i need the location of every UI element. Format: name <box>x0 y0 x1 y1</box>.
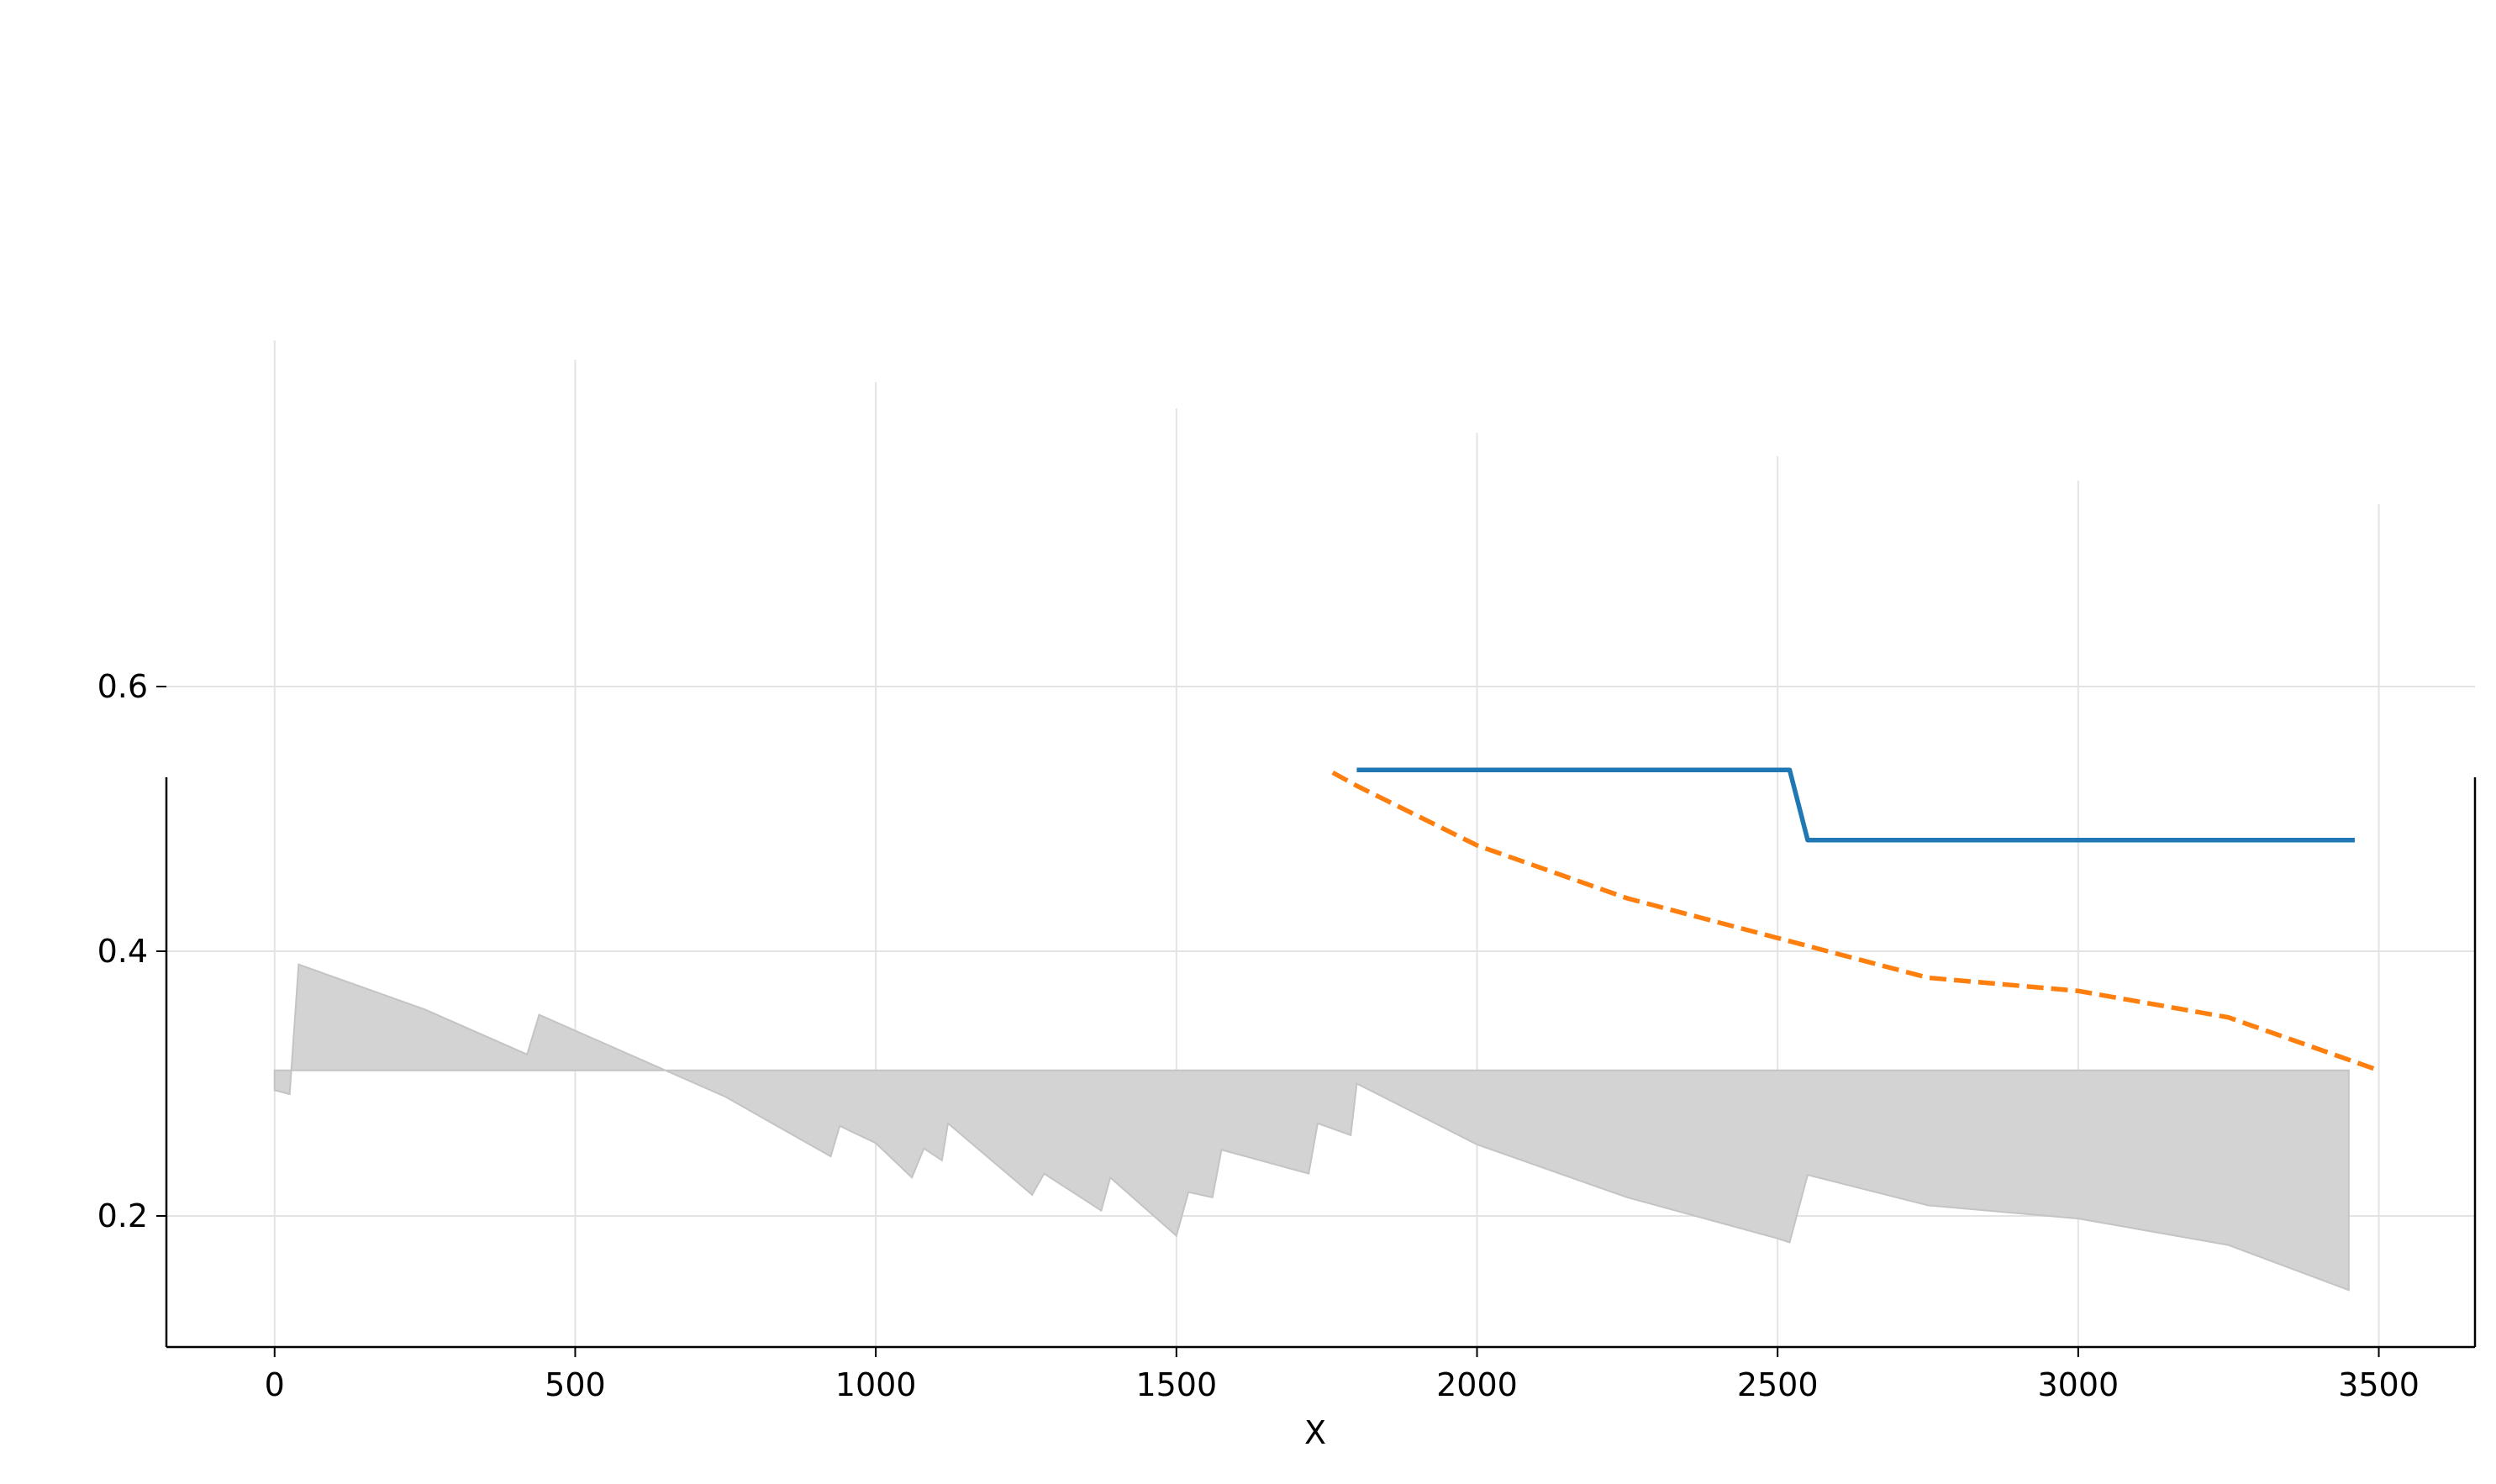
x-tick-label: 1000 <box>835 1366 917 1403</box>
y-tick-label: 0.6 <box>97 668 148 705</box>
x-tick-label: 2000 <box>1436 1366 1518 1403</box>
series-layer <box>1331 767 2380 1073</box>
shaded-area <box>273 963 2350 1292</box>
tick-layer: 0 500 1000 1500 2000 2500 3000 3500 0.2 0.4 0.6 <box>97 668 2420 1403</box>
x-axis-title: X <box>1304 1414 1326 1451</box>
x-tick-label: 3000 <box>2038 1366 2119 1403</box>
solid-series-line <box>1356 767 2355 843</box>
x-tick-label: 500 <box>545 1366 606 1403</box>
area-layer <box>273 963 2350 1292</box>
x-tick-label: 0 <box>265 1366 285 1403</box>
dashed-series-line <box>1331 770 2380 1073</box>
y-tick-label: 0.4 <box>97 933 148 970</box>
x-tick-label: 1500 <box>1135 1366 1217 1403</box>
y-tick-label: 0.2 <box>97 1197 148 1234</box>
x-tick-label: 2500 <box>1737 1366 1819 1403</box>
axes-layer <box>165 777 2477 1349</box>
x-tick-label: 3500 <box>2338 1366 2420 1403</box>
